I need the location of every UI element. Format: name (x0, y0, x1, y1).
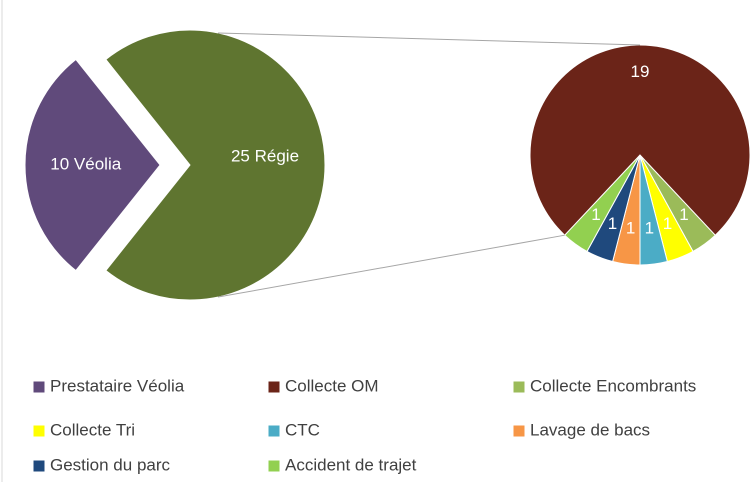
data-label: 19 (631, 62, 650, 81)
data-label: 1 (679, 205, 688, 224)
connector (218, 32, 641, 46)
data-label: 1 (645, 219, 654, 238)
data-label: 10 Véolia (50, 154, 121, 173)
legend-swatch (32, 424, 46, 438)
data-label: 1 (591, 205, 600, 224)
legend-label: Collecte Encombrants (530, 376, 696, 395)
data-label: 1 (626, 219, 635, 238)
legend-label: CTC (285, 420, 320, 439)
legend-swatch (32, 380, 46, 394)
legend-swatch (512, 380, 526, 394)
pie-slice (24, 58, 161, 272)
legend-label: Accident de trajet (285, 455, 417, 474)
legend-label: Collecte Tri (50, 420, 135, 439)
data-label: 1 (663, 214, 672, 233)
data-label: 1 (608, 214, 617, 233)
data-label: 25 Régie (231, 146, 299, 165)
legend-label: Lavage de bacs (530, 420, 650, 439)
pie-slice (529, 44, 750, 236)
legend-swatch (512, 424, 526, 438)
legend-label: Collecte OM (285, 376, 379, 395)
pie-slice (105, 29, 326, 301)
legend-swatch (267, 380, 281, 394)
legend-label: Prestataire Véolia (50, 376, 185, 395)
legend-swatch (32, 459, 46, 473)
legend-swatch (267, 424, 281, 438)
legend-swatch (267, 459, 281, 473)
legend-label: Gestion du parc (50, 455, 171, 474)
connector (217, 234, 565, 298)
